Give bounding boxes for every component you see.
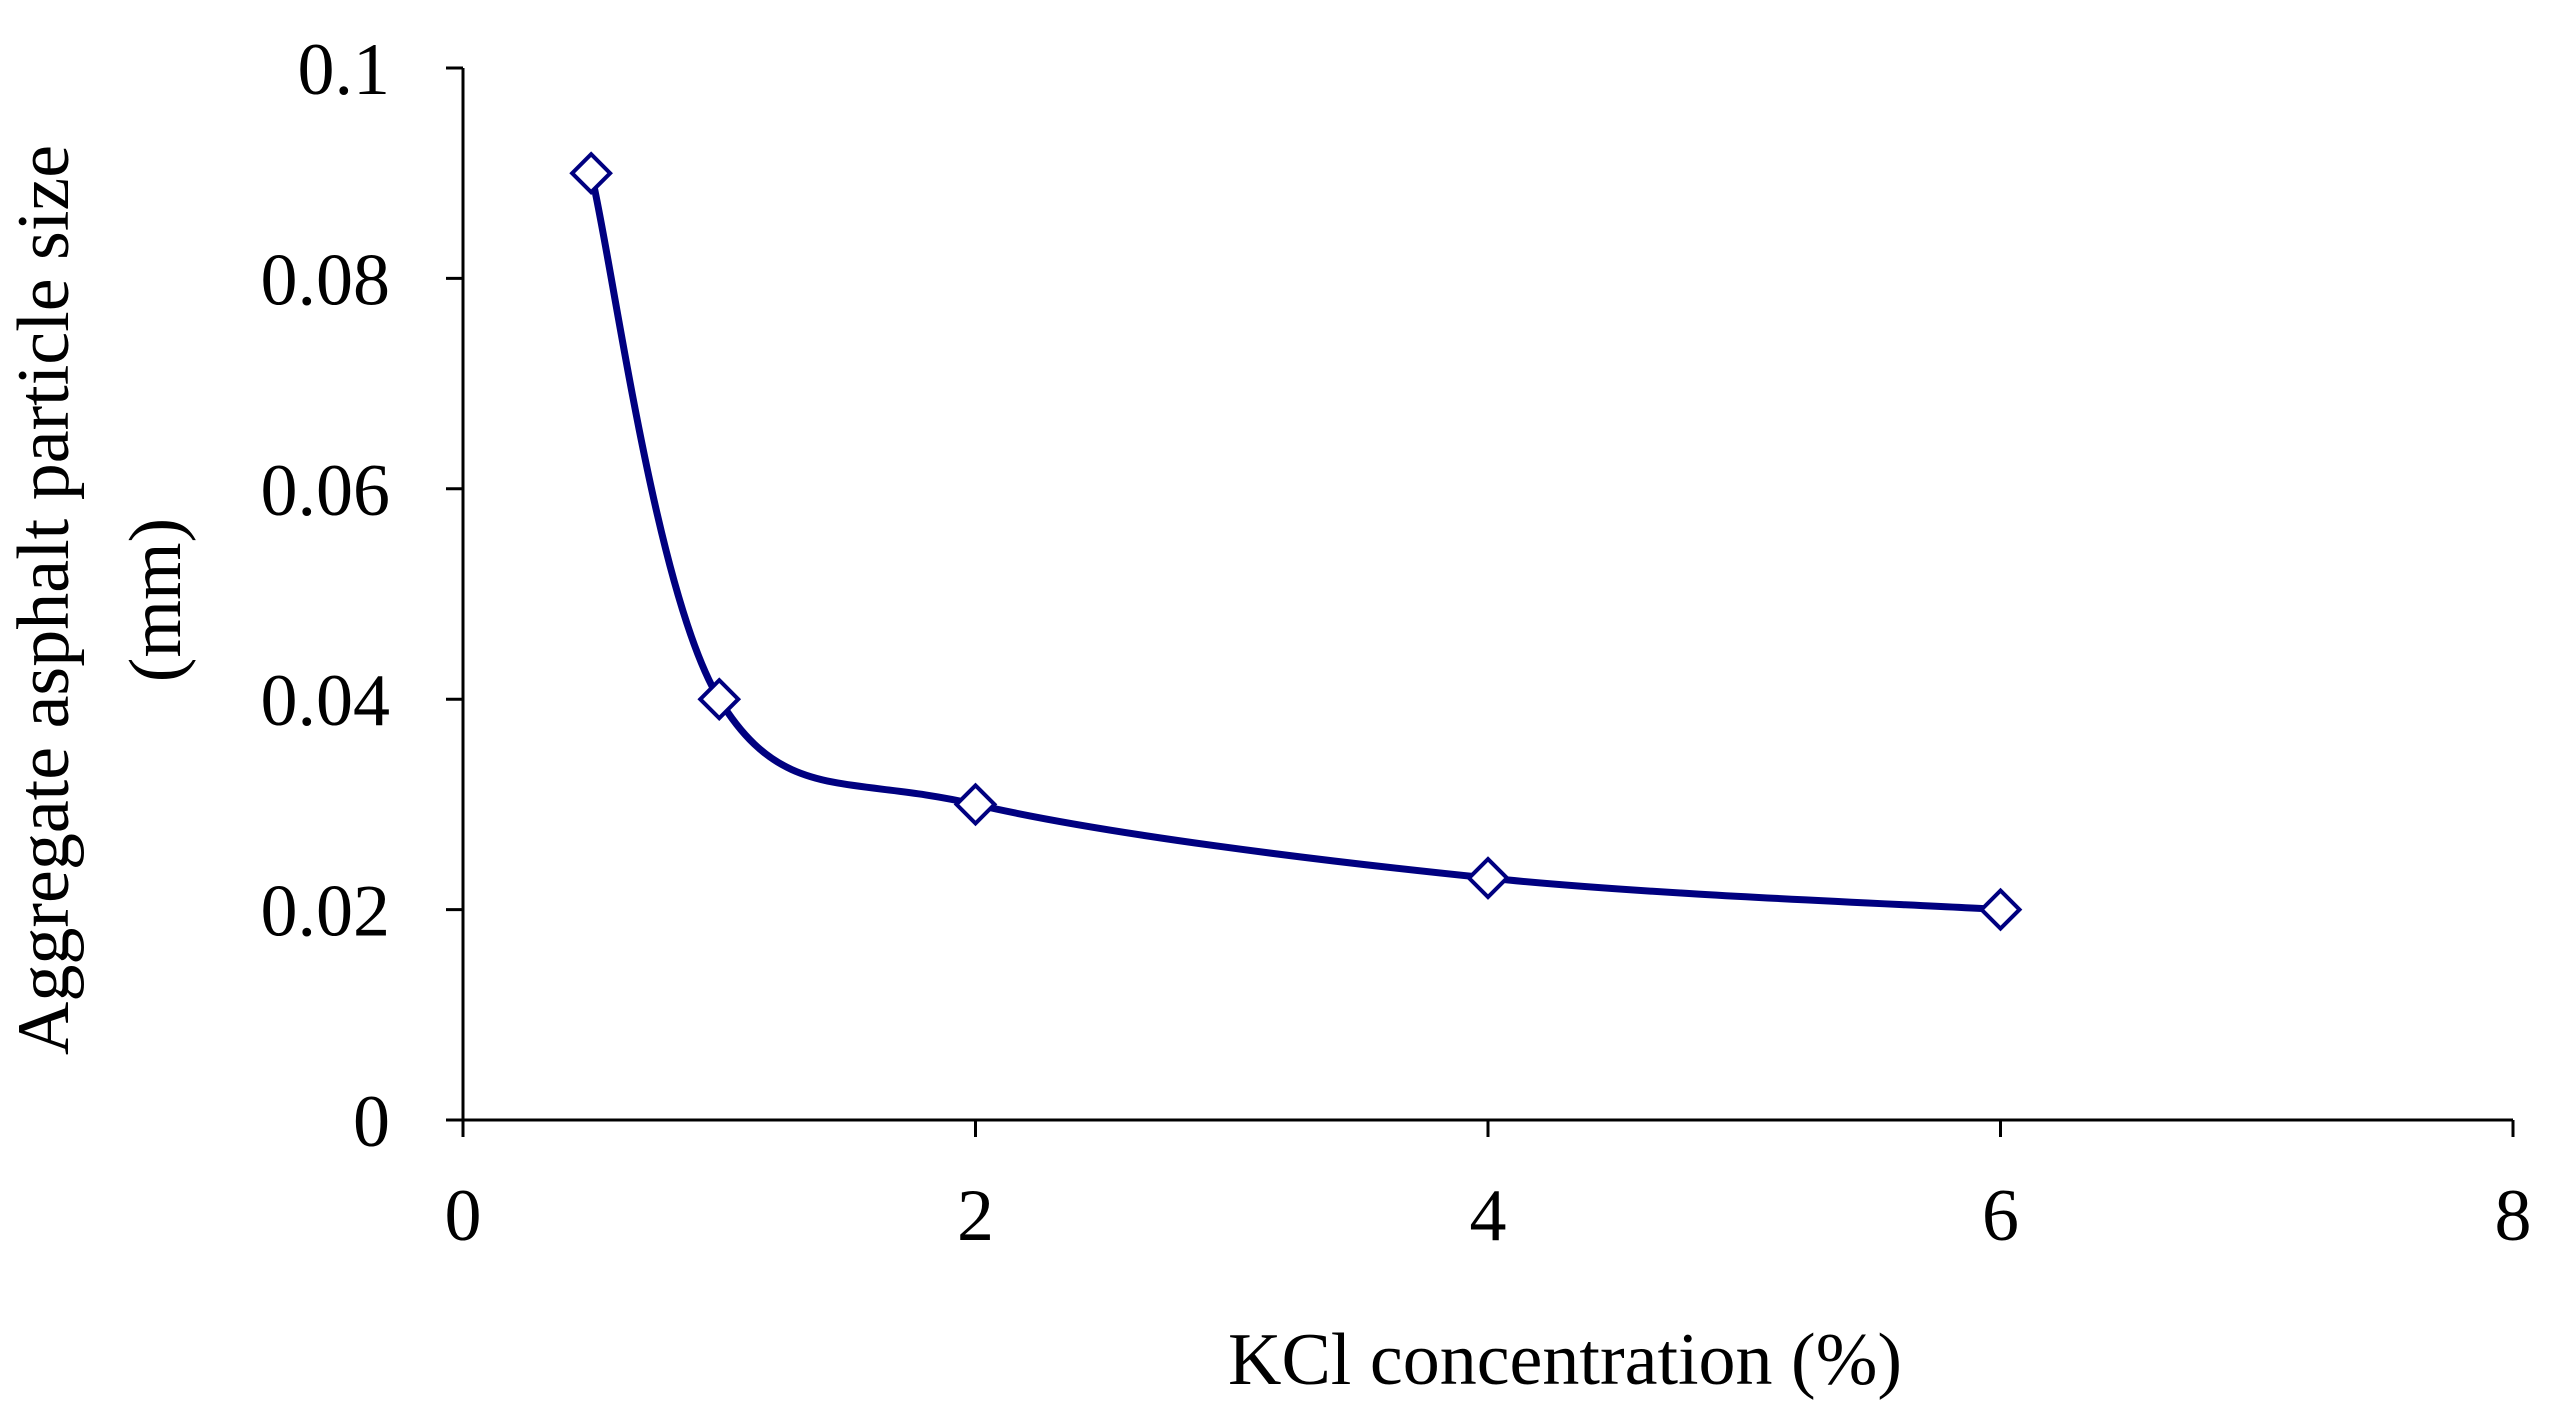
- x-tick-label: 0: [445, 1175, 482, 1257]
- series-line: [587, 172, 2001, 914]
- data-point: [1978, 887, 2023, 932]
- data-point: [697, 677, 742, 722]
- data-markers: [569, 151, 2023, 932]
- data-point: [1466, 856, 1510, 900]
- x-tick-label: 2: [957, 1175, 994, 1257]
- x-axis-title: KCl concentration (%): [1228, 1319, 1902, 1401]
- x-tick-label: 8: [2495, 1175, 2532, 1257]
- x-axis: 0 2 4 6 8: [445, 1118, 2532, 1257]
- y-tick-label: 0.02: [261, 871, 391, 953]
- data-point: [569, 151, 613, 196]
- x-tick-label: 6: [1982, 1175, 2019, 1257]
- y-axis-title: Aggregate asphalt particle size (mm): [3, 145, 197, 1055]
- data-point: [953, 782, 998, 827]
- y-tick-label: 0.06: [261, 450, 391, 532]
- y-tick-label: 0.1: [298, 29, 391, 111]
- y-axis-title-line: (mm): [115, 518, 197, 682]
- y-tick-label: 0.04: [261, 660, 391, 742]
- y-axis-title-line: Aggregate asphalt particle size: [3, 145, 85, 1055]
- x-tick-label: 4: [1470, 1175, 1507, 1257]
- y-tick-label: 0.08: [261, 239, 391, 321]
- y-axis: 0 0.02 0.04 0.06 0.08 0.1: [261, 29, 465, 1163]
- y-tick-label: 0: [353, 1081, 390, 1163]
